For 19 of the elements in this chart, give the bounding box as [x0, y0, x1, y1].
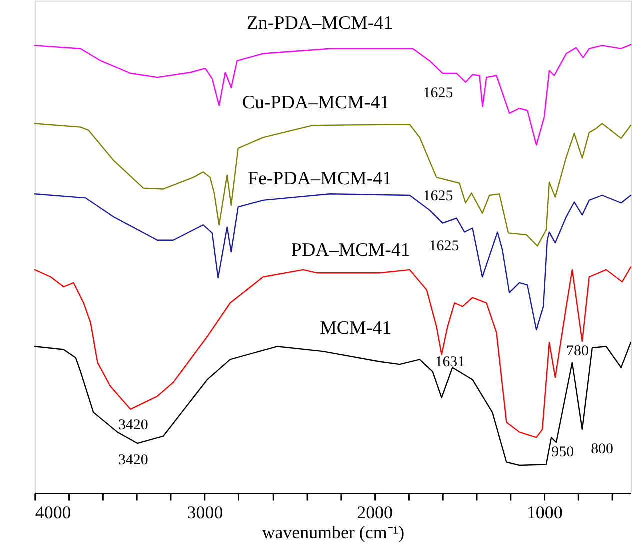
series-label: MCM-41: [320, 318, 392, 339]
x-axis-title: wavenumber (cm⁻¹): [262, 522, 405, 543]
x-tick-label: 1000: [526, 502, 563, 523]
series-label: Zn-PDA–MCM-41: [246, 12, 394, 34]
annotation: 800: [591, 442, 614, 458]
annotation: 3420: [118, 452, 148, 468]
annotation: 780: [566, 344, 589, 360]
annotation: 3420: [118, 417, 148, 434]
annotation: 950: [552, 444, 574, 461]
x-tick-label: 2000: [357, 502, 394, 523]
series-label: Cu-PDA–MCM-41: [242, 92, 390, 114]
series-label: PDA–MCM-41: [291, 240, 410, 262]
annotation: 1625: [423, 188, 454, 204]
annotation: 1625: [423, 85, 454, 102]
x-tick-label: 3000: [187, 502, 224, 523]
annotation: 1631: [435, 354, 466, 371]
series-label: Fe-PDA–MCM-41: [248, 168, 392, 190]
annotation: 1625: [429, 238, 460, 255]
x-tick-label: 4000: [35, 502, 72, 523]
